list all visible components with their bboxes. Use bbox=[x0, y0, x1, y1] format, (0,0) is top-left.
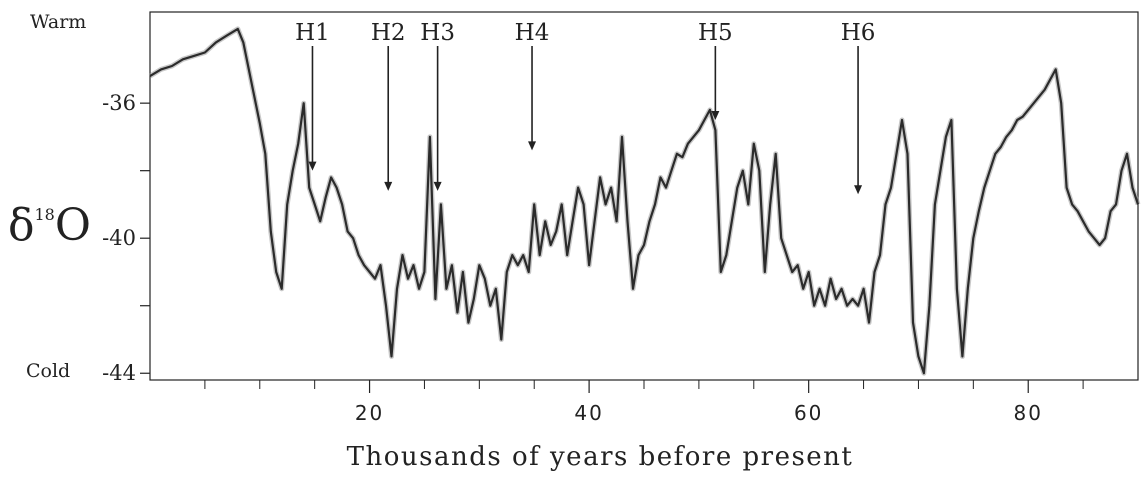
annotation-arrow-head bbox=[308, 161, 317, 171]
heinrich-event-annotation: H2 bbox=[371, 20, 406, 191]
annotation-label: H5 bbox=[698, 20, 733, 46]
heinrich-event-annotation: H3 bbox=[420, 20, 455, 191]
annotation-label: H4 bbox=[515, 20, 550, 46]
cold-label: Cold bbox=[26, 360, 70, 382]
y-axis-label-element: O bbox=[55, 200, 91, 251]
annotation-label: H6 bbox=[841, 20, 876, 46]
y-tick-label: -44 bbox=[102, 361, 136, 385]
x-tick-label: 40 bbox=[574, 401, 603, 425]
heinrich-event-annotation: H6 bbox=[841, 20, 876, 195]
y-axis-label-symbol: δ bbox=[8, 200, 35, 251]
annotation-arrow-head bbox=[711, 111, 720, 121]
axes-layer: -36 -40 -44 20 40 60 80 bbox=[102, 11, 1139, 425]
x-tick-label: 20 bbox=[355, 401, 384, 425]
heinrich-event-annotation: H5 bbox=[698, 20, 733, 121]
x-axis-label: Thousands of years before present bbox=[347, 442, 854, 472]
annotation-arrow-head bbox=[384, 181, 393, 191]
annotations-layer: H1 H2 H3 H4 H5 H6 bbox=[295, 20, 876, 195]
x-tick-label: 80 bbox=[1013, 401, 1042, 425]
annotation-arrow-head bbox=[433, 181, 442, 191]
labels-layer: Warm Cold δ18O Thousands of years before… bbox=[8, 11, 854, 472]
series-line bbox=[149, 27, 1140, 375]
annotation-label: H3 bbox=[420, 20, 455, 46]
heinrich-event-annotation: H4 bbox=[515, 20, 550, 151]
annotation-label: H2 bbox=[371, 20, 406, 46]
heinrich-event-annotation: H1 bbox=[295, 20, 330, 171]
y-axis-label: δ18O bbox=[8, 200, 91, 251]
plot-frame bbox=[149, 11, 1139, 381]
series-layer bbox=[148, 26, 1141, 376]
annotation-label: H1 bbox=[295, 20, 330, 46]
warm-label: Warm bbox=[30, 11, 86, 33]
annotation-arrow-head bbox=[854, 185, 863, 195]
y-tick-label: -36 bbox=[102, 91, 136, 115]
y-axis-label-superscript: 18 bbox=[35, 205, 55, 224]
annotation-arrow-head bbox=[528, 141, 537, 151]
y-tick-label: -40 bbox=[102, 226, 136, 250]
series-line-shadow bbox=[148, 26, 1141, 376]
svg-text:δ18O: δ18O bbox=[8, 200, 91, 251]
x-tick-label: 60 bbox=[794, 401, 823, 425]
